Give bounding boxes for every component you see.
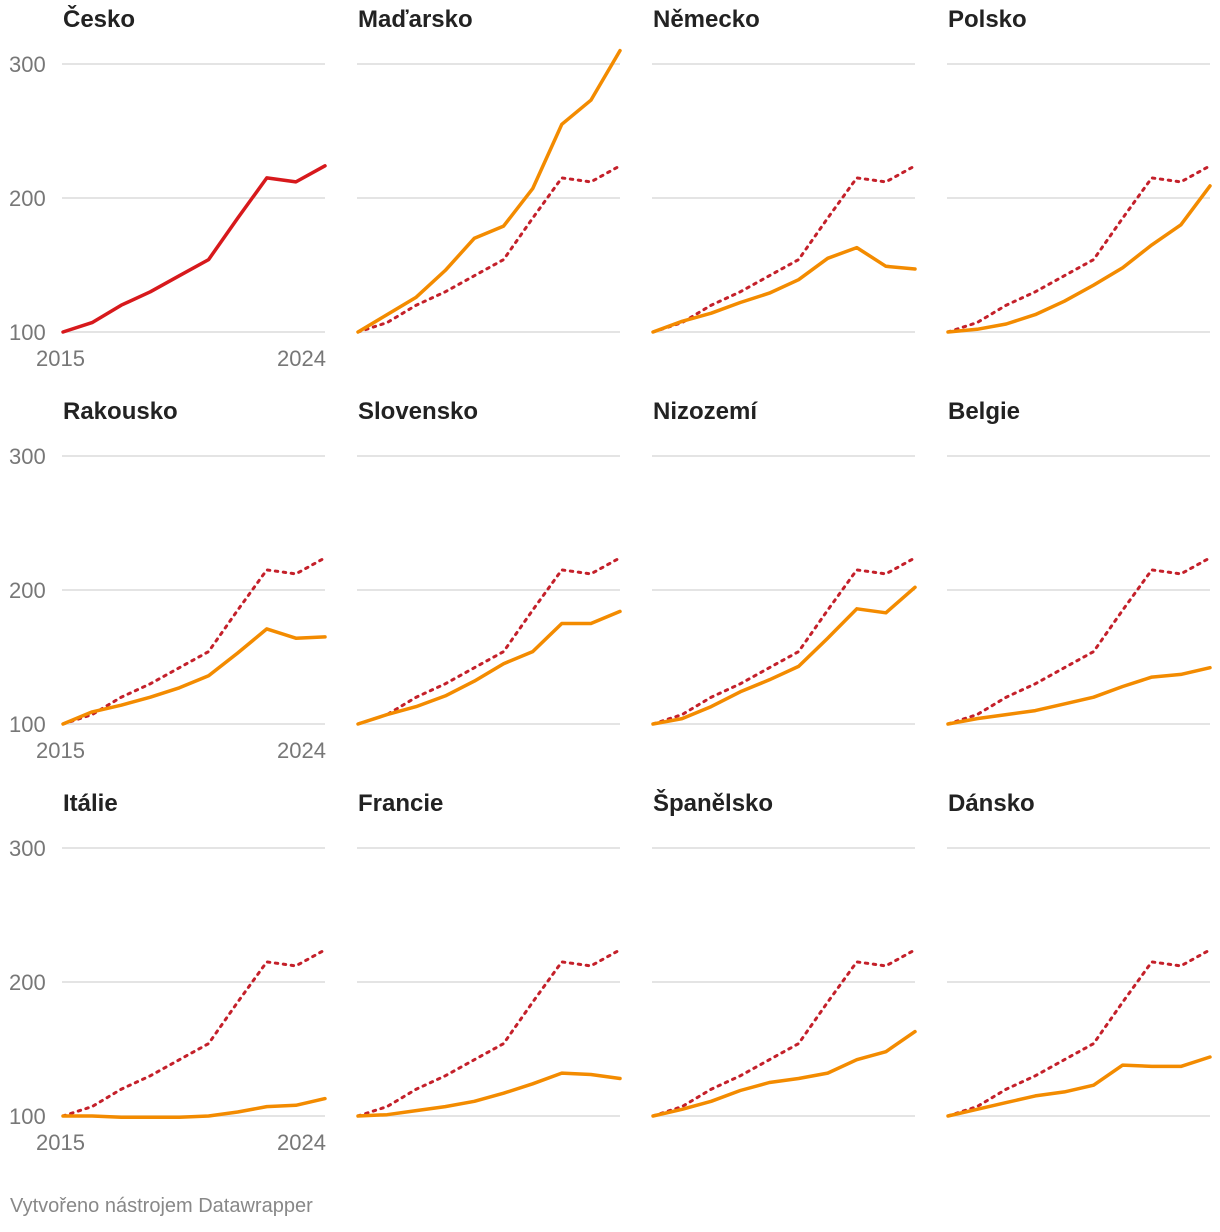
series-line — [651, 245, 917, 334]
panel-chart: 100 200 300 2015 2024 — [9, 836, 327, 1155]
panel-title: Polsko — [948, 6, 1027, 33]
panel-10: Španělsko — [651, 784, 953, 1176]
panel-9: Francie — [356, 784, 658, 1176]
panel-chart — [356, 48, 622, 334]
panel-2: Německo — [651, 0, 953, 392]
y-tick-label: 100 — [9, 712, 46, 737]
panel-chart — [651, 63, 917, 334]
panel-chart — [946, 63, 1212, 334]
series-line — [61, 627, 327, 726]
y-tick-label: 200 — [9, 186, 46, 211]
panel-chart — [946, 455, 1212, 726]
panel-chart — [356, 455, 622, 726]
reference-line — [356, 164, 622, 334]
series-line — [356, 609, 622, 726]
reference-line — [651, 556, 917, 726]
y-tick-label: 100 — [9, 320, 46, 345]
panel-title: Belgie — [948, 398, 1021, 425]
y-tick-label: 200 — [9, 578, 46, 603]
y-tick-label: 200 — [9, 970, 46, 995]
series-line — [651, 1029, 917, 1118]
panel-3: Polsko — [946, 0, 1220, 392]
x-tick-label-start: 2015 — [36, 1130, 85, 1155]
x-tick-label-end: 2024 — [277, 1130, 326, 1155]
panel-title: Francie — [358, 790, 444, 817]
x-tick-label-end: 2024 — [277, 738, 326, 763]
panel-chart — [946, 847, 1212, 1118]
panel-title: Rakousko — [63, 398, 178, 425]
y-tick-label: 300 — [9, 444, 46, 469]
x-tick-label-start: 2015 — [36, 738, 85, 763]
series-line — [651, 585, 917, 726]
series-line — [946, 184, 1212, 334]
series-line — [946, 665, 1212, 726]
panel-7: Belgie — [946, 392, 1220, 784]
reference-line — [651, 948, 917, 1118]
y-tick-label: 300 — [9, 836, 46, 861]
series-line — [61, 164, 327, 334]
reference-line — [651, 164, 917, 334]
reference-line — [946, 164, 1212, 334]
panel-1: Maďarsko — [356, 0, 658, 392]
panel-title: Maďarsko — [358, 6, 473, 33]
panel-title: Německo — [653, 6, 760, 33]
panel-title: Dánsko — [948, 790, 1035, 817]
reference-line — [946, 948, 1212, 1118]
reference-line — [356, 556, 622, 726]
panel-title: Itálie — [63, 790, 118, 817]
panel-8: Itálie 100 200 300 2015 2024 — [9, 784, 363, 1176]
reference-line — [356, 948, 622, 1118]
panel-chart — [651, 455, 917, 726]
panel-4: Rakousko 100 200 300 2015 2024 — [9, 392, 363, 784]
y-tick-label: 300 — [9, 52, 46, 77]
reference-line — [61, 556, 327, 726]
panel-chart: 100 200 300 2015 2024 — [9, 444, 327, 763]
series-line — [946, 1055, 1212, 1118]
panel-0: Česko 100 200 300 2015 2024 — [9, 0, 363, 392]
panel-6: Nizozemí — [651, 392, 953, 784]
series-line — [61, 1096, 327, 1120]
footer-credit: Vytvořeno nástrojem Datawrapper — [10, 1195, 313, 1217]
x-tick-label-end: 2024 — [277, 346, 326, 371]
y-tick-label: 100 — [9, 1104, 46, 1129]
panel-title: Česko — [63, 6, 136, 33]
panel-5: Slovensko — [356, 392, 658, 784]
reference-line — [946, 556, 1212, 726]
x-tick-label-start: 2015 — [36, 346, 85, 371]
panel-chart: 100 200 300 2015 2024 — [9, 52, 327, 371]
panel-11: Dánsko — [946, 784, 1220, 1176]
panel-title: Nizozemí — [653, 398, 758, 425]
series-line — [356, 48, 622, 334]
panel-chart — [651, 847, 917, 1118]
reference-line — [61, 948, 327, 1118]
panel-chart — [356, 847, 622, 1118]
panel-title: Slovensko — [358, 398, 479, 425]
panel-title: Španělsko — [653, 790, 774, 817]
series-line — [356, 1071, 622, 1118]
